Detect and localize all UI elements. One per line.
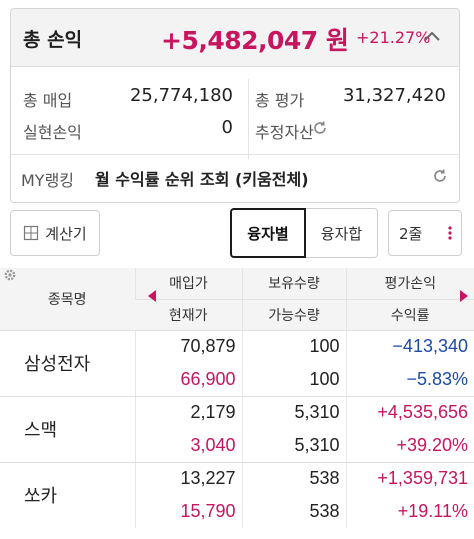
buy-price: 70,879 bbox=[134, 330, 242, 363]
stock-name[interactable]: 쏘카 bbox=[24, 486, 58, 508]
triangle-left-icon[interactable] bbox=[148, 290, 156, 302]
view-toggle: 융자별 융자합 bbox=[230, 208, 378, 258]
summary-divider bbox=[248, 79, 249, 159]
total-pl-label: 총 손익 bbox=[23, 29, 83, 51]
total-pl-rate: +21.27% bbox=[356, 28, 431, 47]
table-row-sub[interactable]: 66,900 100 −5.83% bbox=[0, 363, 474, 397]
purchase-value: 25,774,180 bbox=[129, 85, 233, 106]
buy-price: 2,179 bbox=[134, 396, 242, 429]
header-hold-qty[interactable]: 보유수량 bbox=[241, 268, 346, 300]
ranking-label: MY랭킹 bbox=[21, 171, 75, 190]
available-qty: 538 bbox=[241, 495, 346, 528]
header-stock-name[interactable]: 종목명 bbox=[0, 268, 135, 331]
current-price: 15,790 bbox=[134, 495, 242, 528]
total-pl-header[interactable]: 총 손익 +5,482,047 원 +21.27% bbox=[11, 9, 459, 67]
calculator-icon bbox=[24, 225, 39, 241]
summary-separator bbox=[11, 154, 459, 155]
stock-name[interactable]: 스맥 bbox=[0, 396, 135, 463]
current-price: 3,040 bbox=[134, 429, 242, 463]
buy-price: 13,227 bbox=[134, 462, 242, 495]
rows-label: 2줄 bbox=[399, 224, 423, 243]
header-available-qty[interactable]: 가능수량 bbox=[241, 299, 346, 331]
hold-qty: 538 bbox=[241, 462, 346, 495]
available-qty: 100 bbox=[241, 363, 346, 397]
calculator-button[interactable]: 계산기 bbox=[10, 210, 100, 256]
realized-label: 실현손익 bbox=[23, 123, 82, 142]
calculator-label: 계산기 bbox=[45, 224, 87, 243]
ranking-link[interactable]: 월 수익률 순위 조회 (키움전체) bbox=[95, 170, 309, 189]
estimated-assets-label: 추정자산 bbox=[255, 123, 314, 142]
eval-pl: −413,340 bbox=[345, 330, 474, 363]
table-row[interactable]: 삼성전자 70,879 100 −413,340 bbox=[0, 330, 474, 397]
triangle-right-icon[interactable] bbox=[460, 290, 468, 302]
refresh-icon[interactable] bbox=[311, 119, 329, 137]
table-row[interactable]: 스맥 2,179 5,310 +4,535,656 bbox=[0, 396, 474, 463]
total-pl-value: +5,482,047 원 bbox=[161, 26, 349, 55]
chevron-up-icon[interactable] bbox=[421, 25, 443, 47]
purchase-label: 총 매입 bbox=[23, 91, 73, 110]
table-row-sub[interactable]: 15,790 538 +19.11% bbox=[0, 495, 474, 528]
eval-pl: +4,535,656 bbox=[345, 396, 474, 429]
rows-select[interactable]: 2줄 bbox=[388, 210, 462, 256]
tab-combined[interactable]: 융자합 bbox=[306, 208, 378, 258]
hold-qty: 100 bbox=[241, 330, 346, 363]
eval-pl: +1,359,731 bbox=[345, 462, 474, 495]
realized-value: 0 bbox=[221, 117, 233, 138]
evaluation-label: 총 평가 bbox=[255, 91, 305, 110]
hold-qty: 5,310 bbox=[241, 396, 346, 429]
return-rate: −5.83% bbox=[345, 363, 474, 397]
gear-icon[interactable] bbox=[3, 268, 17, 282]
stock-name[interactable]: 삼성전자 bbox=[0, 330, 135, 397]
return-rate: +19.11% bbox=[345, 495, 474, 528]
available-qty: 5,310 bbox=[241, 429, 346, 463]
return-rate: +39.20% bbox=[345, 429, 474, 463]
evaluation-value: 31,327,420 bbox=[342, 85, 446, 106]
holdings-table: 종목명 매입가 보유수량 평가손익 현재가 가능수량 수익률 삼성전자 70,8… bbox=[0, 268, 474, 528]
table-row[interactable]: 쏘카 13,227 538 +1,359,731 bbox=[0, 462, 474, 507]
current-price: 66,900 bbox=[134, 363, 242, 397]
table-row-sub[interactable]: 3,040 5,310 +39.20% bbox=[0, 429, 474, 463]
account-summary-panel: 총 손익 +5,482,047 원 +21.27% 총 매입 25,774,18… bbox=[10, 8, 460, 203]
tab-by-stock[interactable]: 융자별 bbox=[230, 208, 306, 258]
ranking-refresh-icon[interactable] bbox=[431, 167, 449, 185]
header-eval-pl[interactable]: 평가손익 bbox=[345, 268, 474, 300]
header-current-price[interactable]: 현재가 bbox=[135, 299, 242, 331]
more-vertical-icon bbox=[448, 226, 452, 240]
header-return-rate[interactable]: 수익률 bbox=[345, 299, 474, 331]
